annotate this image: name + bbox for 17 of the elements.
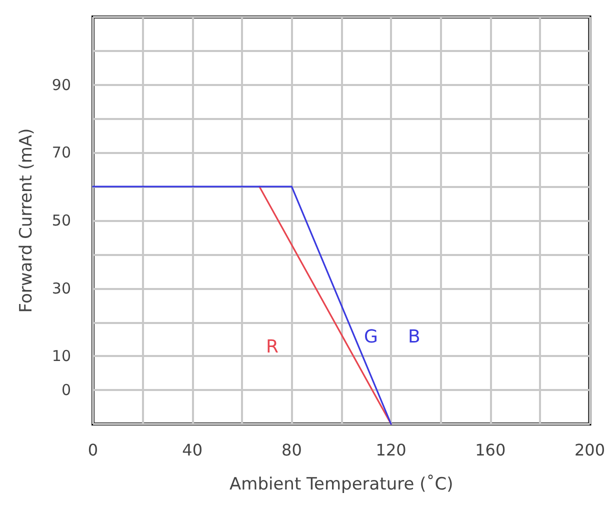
- x-tick-label: 80: [282, 440, 302, 460]
- y-tick-label: 10: [52, 347, 71, 366]
- x-tick-label: 120: [376, 440, 406, 460]
- x-tick-label: 160: [475, 440, 506, 460]
- y-axis-title: Forward Current (mA): [16, 128, 36, 313]
- x-tick-label: 40: [182, 440, 203, 460]
- y-tick-label: 50: [52, 212, 71, 230]
- x-axis-title: Ambient Temperature (˚C): [230, 474, 454, 494]
- annotation: R: [266, 336, 279, 358]
- x-tick-label: 200: [574, 440, 606, 460]
- y-tick-label: 90: [52, 76, 71, 94]
- y-tick-label: 70: [52, 144, 71, 162]
- x-tick-label: 0: [88, 440, 98, 460]
- y-tick-label: 0: [61, 381, 71, 400]
- y-tick-label: 30: [52, 279, 71, 298]
- annotation: G: [364, 326, 378, 348]
- annotation: B: [408, 326, 420, 348]
